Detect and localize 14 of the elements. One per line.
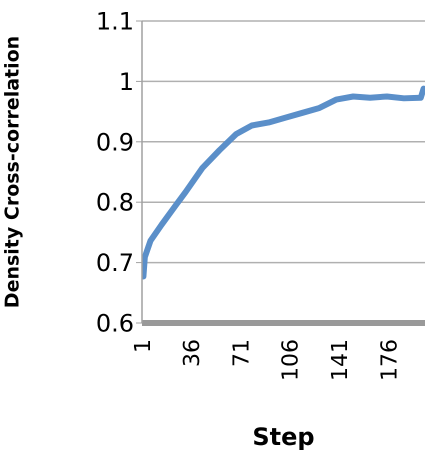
x-axis-title: Step — [252, 423, 315, 451]
y-tick-label: 0.6 — [96, 310, 134, 338]
y-tick-label: 0.7 — [96, 249, 134, 278]
x-tick-label: 1 — [130, 339, 156, 353]
x-tick-label: 141 — [328, 339, 354, 381]
x-tick-label: 71 — [229, 339, 254, 367]
x-tick-label: 106 — [278, 339, 304, 381]
y-tick-label: 0.9 — [96, 128, 134, 156]
y-tick-label: 1 — [118, 68, 134, 96]
x-tick-label: 176 — [377, 339, 402, 381]
x-tick-label: 36 — [180, 339, 206, 367]
y-tick-label: 0.8 — [96, 188, 134, 217]
y-tick-label: 1.1 — [96, 8, 134, 36]
y-axis-title: Density Cross-correlation — [2, 36, 24, 308]
